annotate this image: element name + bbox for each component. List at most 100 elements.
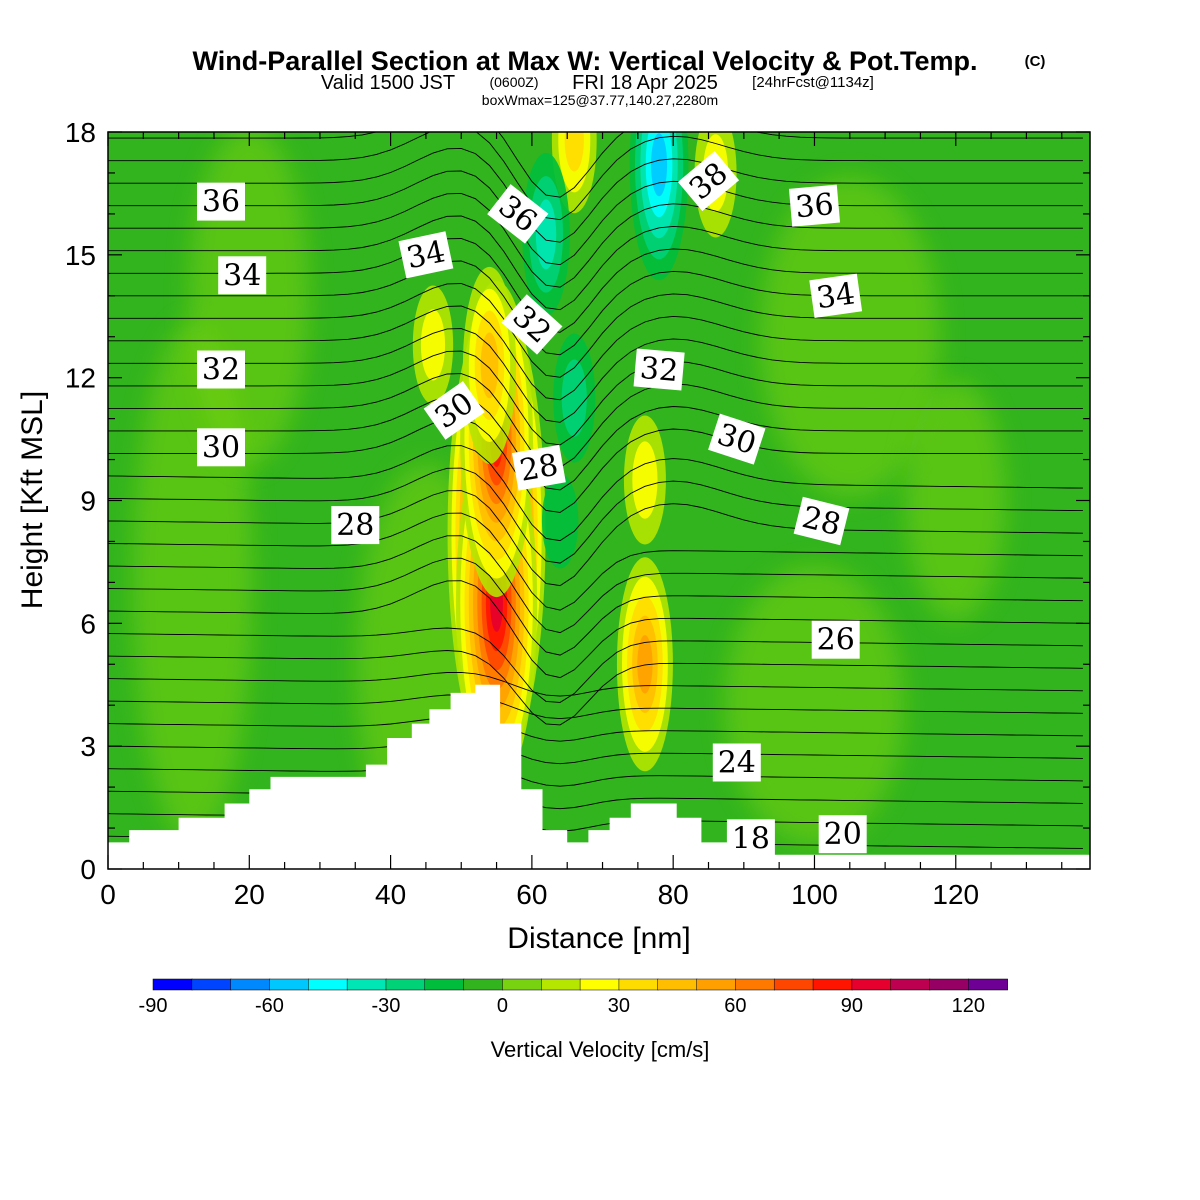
svg-text:(0600Z): (0600Z) <box>489 74 538 90</box>
theta-label-box <box>331 506 380 545</box>
theta-label-text: 34 <box>814 276 857 316</box>
theta-label-box <box>708 413 766 465</box>
y-tick-label: 9 <box>80 486 96 517</box>
y-tick-label: 15 <box>65 240 96 271</box>
theta-label: 34 <box>398 231 454 279</box>
x-tick-label: 80 <box>658 879 689 910</box>
theta-label: 28 <box>793 496 850 546</box>
colorbar-swatch <box>657 978 698 991</box>
theta-label-box <box>726 819 775 858</box>
colorbar-tick-label: 120 <box>952 995 985 1017</box>
theta-label: 36 <box>788 184 841 227</box>
colorbar-swatch <box>812 978 853 991</box>
colorbar-swatch <box>890 978 931 991</box>
colorbar-swatch <box>424 978 465 991</box>
colorbar-swatch <box>618 978 659 991</box>
theta-label: 32 <box>197 350 245 389</box>
theta-line <box>108 445 1083 542</box>
theta-label-text: 28 <box>336 508 374 543</box>
x-tick-label: 0 <box>100 879 116 910</box>
theta-label-box <box>197 182 245 221</box>
theta-line <box>108 535 1083 634</box>
theta-label-box <box>788 184 841 227</box>
theta-label: 20 <box>818 815 867 854</box>
theta-line <box>108 557 1083 656</box>
y-axis-title: Height [Kft MSL] <box>16 391 49 609</box>
theta-label-box <box>197 428 245 467</box>
theta-label-box <box>501 294 563 355</box>
theta-label-text: 24 <box>718 746 756 781</box>
colorbar-swatch <box>541 978 581 991</box>
colorbar-swatch <box>929 978 970 991</box>
colorbar-swatch <box>502 978 543 991</box>
w-cell <box>651 133 668 197</box>
theta-label-text: 32 <box>202 353 240 388</box>
theta-line <box>108 418 1083 513</box>
theta-line <box>108 762 1083 787</box>
chart-title: Wind-Parallel Section at Max W: Vertical… <box>193 46 978 76</box>
colorbar-swatch <box>851 978 892 991</box>
colorbar-swatch <box>696 978 737 991</box>
y-tick-label: 3 <box>80 731 96 762</box>
theta-label-box <box>809 273 863 318</box>
y-axis: 0 36 9 12 15 18 <box>65 117 1090 885</box>
theta-line <box>108 694 1083 720</box>
theta-label-text: 34 <box>404 234 449 276</box>
theta-label-box <box>218 256 267 295</box>
theta-label: 18 <box>726 819 775 858</box>
theta-label-box <box>487 184 549 244</box>
colorbar-swatch <box>773 978 814 991</box>
theta-line <box>108 627 1083 703</box>
theta-line <box>108 215 1083 311</box>
svg-text:[24hrFcst@1134z]: [24hrFcst@1134z] <box>752 74 874 91</box>
theta-label-text: 36 <box>202 185 240 220</box>
w-cell <box>541 473 579 569</box>
theta-line <box>108 373 1083 468</box>
colorbar-swatch <box>735 978 775 991</box>
colorbar-tick-label: 90 <box>841 995 863 1017</box>
w-cell <box>564 132 584 172</box>
theta-line <box>108 147 1083 243</box>
theta-line <box>108 305 1083 401</box>
colorbar-tick-label: 60 <box>724 995 746 1017</box>
w-cell <box>637 635 653 694</box>
x-tick-label: 100 <box>791 879 838 910</box>
x-tick-label: 60 <box>516 879 547 910</box>
theta-label-box <box>811 620 860 659</box>
theta-line <box>108 238 1083 333</box>
theta-label-text: 36 <box>794 187 835 225</box>
theta-line <box>108 283 1083 378</box>
x-tick-label: 40 <box>375 879 406 910</box>
theta-label-box <box>677 151 740 212</box>
theta-line <box>108 132 1083 221</box>
theta-line <box>108 650 1083 726</box>
y-tick-label: 0 <box>80 854 96 885</box>
theta-label-box <box>197 350 245 389</box>
theta-label-text: 34 <box>223 258 261 293</box>
w-cell <box>480 332 499 399</box>
theta-line <box>108 260 1083 356</box>
theta-label: 26 <box>811 620 860 659</box>
theta-contours <box>108 132 1083 855</box>
colorbar: -90 -60 -30 0 30 60 90 120 <box>139 978 1008 1017</box>
theta-line <box>108 490 1083 587</box>
w-cell <box>420 309 446 381</box>
theta-label-box <box>712 743 761 782</box>
colorbar-tick-label: -90 <box>139 995 168 1017</box>
colorbar-swatch <box>152 978 193 991</box>
theta-label: 34 <box>809 273 863 318</box>
theta-line <box>108 716 1083 742</box>
x-axis-title: Distance [nm] <box>507 922 690 955</box>
y-tick-label: 12 <box>65 363 96 394</box>
theta-line <box>108 580 1083 679</box>
theta-label-box <box>793 496 850 546</box>
theta-label: 34 <box>218 256 267 295</box>
theta-label: 28 <box>331 506 380 545</box>
theta-label-text: 26 <box>817 623 855 658</box>
theta-label: 36 <box>197 182 245 221</box>
theta-line <box>108 671 1083 697</box>
colorbar-tick-label: 0 <box>497 995 508 1017</box>
theta-label: 24 <box>712 743 761 782</box>
theta-label-box <box>423 381 485 440</box>
